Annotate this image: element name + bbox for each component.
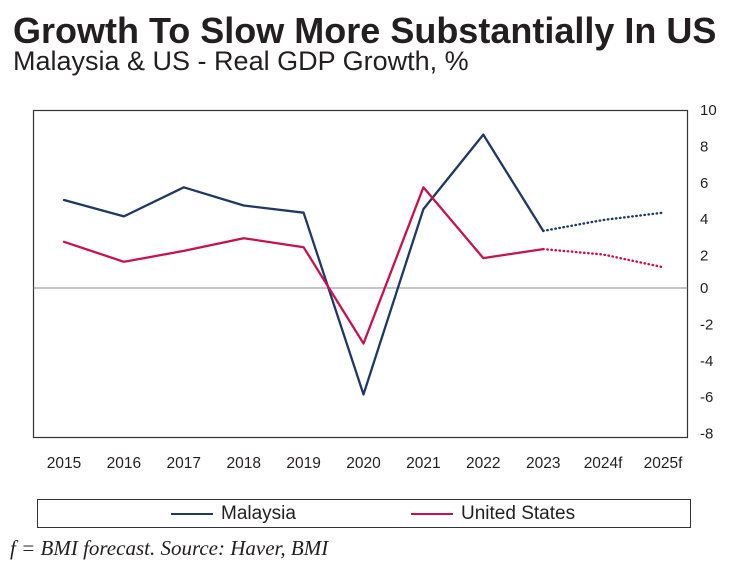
svg-text:6: 6	[700, 175, 708, 192]
svg-text:2022: 2022	[466, 455, 500, 472]
svg-text:2023: 2023	[526, 455, 560, 472]
svg-text:2025f: 2025f	[644, 455, 683, 472]
svg-text:4: 4	[700, 211, 708, 228]
svg-text:2019: 2019	[286, 455, 320, 472]
svg-text:-8: -8	[700, 426, 713, 443]
svg-text:2020: 2020	[346, 455, 381, 472]
svg-text:10: 10	[700, 102, 717, 119]
svg-text:-6: -6	[700, 389, 713, 406]
svg-text:2024f: 2024f	[584, 455, 623, 472]
svg-text:8: 8	[700, 138, 708, 155]
svg-text:-4: -4	[700, 353, 713, 370]
svg-text:2015: 2015	[47, 455, 81, 472]
svg-text:2016: 2016	[107, 455, 141, 472]
svg-text:-2: -2	[700, 316, 713, 333]
svg-text:2018: 2018	[226, 455, 260, 472]
svg-text:2021: 2021	[406, 455, 440, 472]
svg-text:2: 2	[700, 248, 708, 265]
svg-text:0: 0	[700, 280, 708, 297]
svg-text:2017: 2017	[167, 455, 201, 472]
